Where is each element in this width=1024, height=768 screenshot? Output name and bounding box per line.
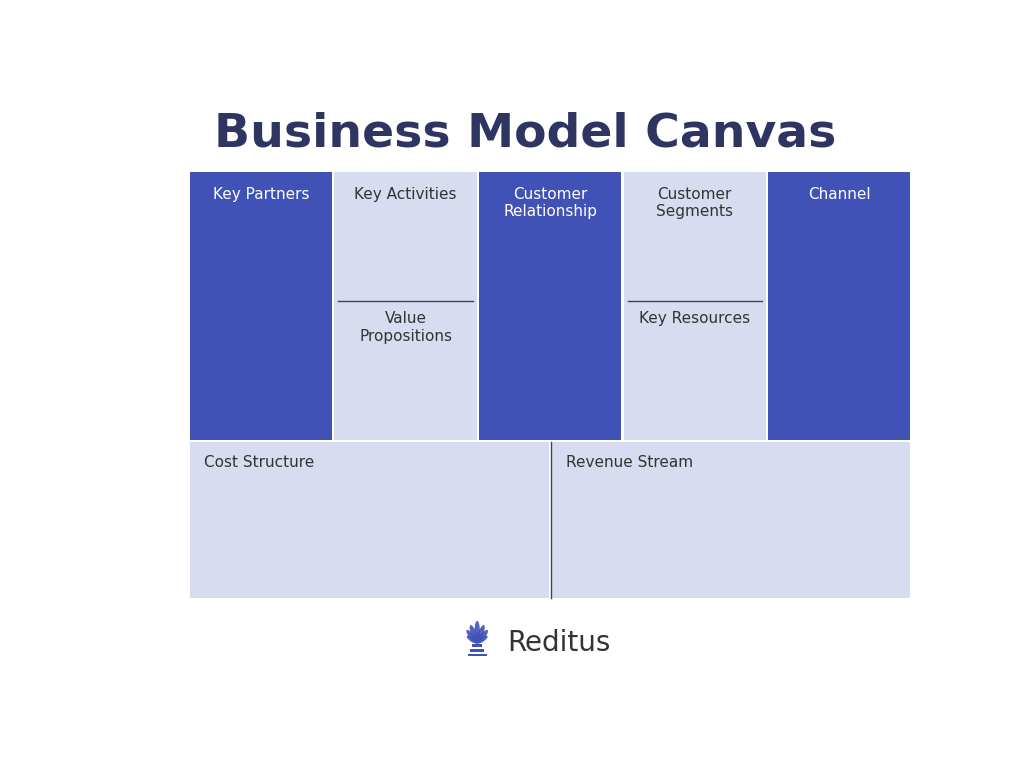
- Bar: [335, 172, 477, 440]
- Ellipse shape: [467, 635, 477, 644]
- Bar: [468, 654, 486, 657]
- Ellipse shape: [476, 625, 484, 644]
- Ellipse shape: [466, 630, 478, 644]
- Text: Key Activities: Key Activities: [354, 187, 457, 202]
- Text: Key Partners: Key Partners: [213, 187, 309, 202]
- Text: Key Resources: Key Resources: [639, 311, 751, 326]
- Bar: [189, 442, 549, 598]
- Bar: [624, 172, 766, 440]
- Ellipse shape: [476, 630, 488, 644]
- Text: Business Model Canvas: Business Model Canvas: [214, 111, 836, 156]
- Bar: [189, 172, 332, 440]
- Text: Customer
Relationship: Customer Relationship: [503, 187, 597, 219]
- Text: Customer
Segments: Customer Segments: [656, 187, 733, 219]
- Ellipse shape: [474, 621, 480, 644]
- Bar: [551, 442, 910, 598]
- Bar: [470, 649, 484, 651]
- Ellipse shape: [470, 625, 478, 644]
- Bar: [472, 644, 482, 647]
- Text: Cost Structure: Cost Structure: [204, 455, 314, 470]
- Text: Channel: Channel: [808, 187, 870, 202]
- Bar: [479, 172, 622, 440]
- Bar: [768, 172, 910, 440]
- Text: Reditus: Reditus: [507, 629, 610, 657]
- Ellipse shape: [477, 635, 487, 644]
- Text: Value
Propositions: Value Propositions: [359, 311, 453, 344]
- Text: Revenue Stream: Revenue Stream: [565, 455, 693, 470]
